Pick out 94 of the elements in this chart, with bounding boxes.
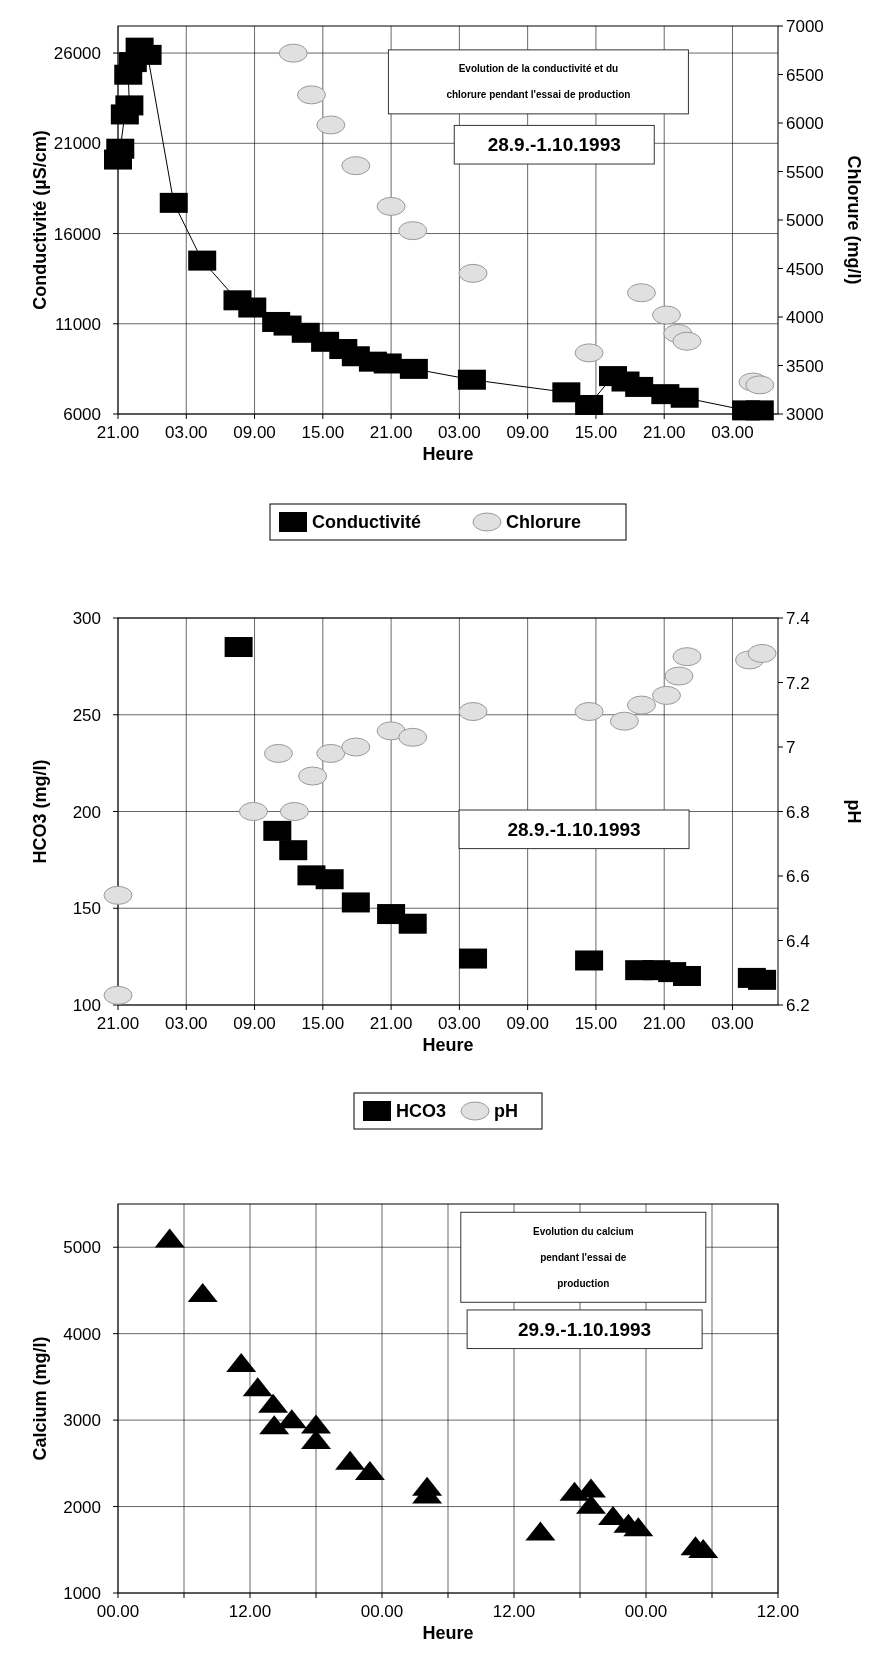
legend-label: HCO3 (396, 1101, 447, 1121)
x-tick-label: 15.00 (574, 423, 618, 442)
text: Evolution du calcium pendant l'essai de production (533, 1225, 634, 1289)
point (238, 297, 267, 318)
x-tick-label: 09.00 (506, 1014, 549, 1033)
y-tick-label: 200 (72, 802, 101, 822)
legend-label: pH (494, 1101, 518, 1121)
x-tick-label: 15.00 (301, 1014, 345, 1033)
x-tick-label: 09.00 (506, 423, 549, 442)
y2-tick-label: 6.2 (786, 996, 810, 1015)
y2-tick-label: 4000 (786, 308, 824, 327)
y-axis-title: Conductivité (µS/cm) (30, 130, 50, 310)
y2-tick-label: 3000 (786, 405, 824, 424)
x-tick-label: 03.00 (438, 423, 481, 442)
x-tick-label: 09.00 (233, 423, 276, 442)
point (159, 192, 188, 213)
y-tick-label: 26000 (53, 44, 101, 64)
x-tick-label: 21.00 (642, 1014, 686, 1033)
y2-tick-label: 3500 (786, 356, 824, 376)
y-tick-label: 16000 (53, 224, 101, 244)
y2-tick-label: 5000 (786, 211, 824, 230)
y2-tick-label: 6.8 (786, 802, 810, 822)
y-tick-label: 250 (72, 705, 101, 725)
x-tick-label: 09.00 (233, 1014, 276, 1033)
point (748, 969, 777, 990)
x-axis-title: Heure (422, 1623, 474, 1643)
point (575, 394, 604, 415)
y-tick-label: 2000 (63, 1497, 101, 1517)
y-tick-label: 1000 (63, 1584, 101, 1603)
x-tick-label: 03.00 (165, 423, 208, 442)
y2-tick-label: 6.6 (786, 867, 810, 886)
y-tick-label: 100 (72, 996, 101, 1015)
point (399, 358, 428, 379)
point (106, 138, 135, 159)
y-tick-label: 4000 (63, 1324, 101, 1344)
legend-label: Conductivité (312, 512, 422, 532)
y-tick-label: 3000 (63, 1411, 101, 1431)
x-tick-label: 15.00 (301, 423, 345, 442)
x-tick-label: 00.00 (96, 1602, 140, 1621)
y2-tick-label: 7.2 (786, 673, 810, 693)
y2-axis-title: pH (844, 799, 864, 824)
y2-tick-label: 6000 (786, 114, 824, 133)
point (672, 965, 701, 986)
x-tick-label: 03.00 (711, 423, 754, 442)
annotation: 28.9.-1.10.1993 (487, 134, 621, 156)
x-tick-label: 21.00 (96, 423, 140, 442)
x-tick-label: 21.00 (369, 423, 413, 442)
y-axis-title: HCO3 (mg/l) (30, 759, 50, 864)
point (552, 382, 581, 403)
y-tick-label: 300 (72, 609, 101, 628)
y2-tick-label: 5500 (786, 162, 824, 182)
y2-tick-label: 7.4 (786, 609, 810, 628)
x-axis-title: Heure (422, 444, 474, 464)
x-tick-label: 00.00 (624, 1602, 668, 1621)
point (279, 840, 308, 861)
y2-axis-title: Chlorure (mg/l) (844, 155, 864, 285)
text: Evolution de la conductivité et du chlorure pendant l'essai de production (446, 63, 631, 101)
x-tick-label: 03.00 (438, 1014, 481, 1033)
y-tick-label: 11000 (54, 314, 101, 334)
x-tick-label: 03.00 (165, 1014, 208, 1033)
y2-tick-label: 4500 (786, 259, 824, 279)
y2-tick-label: 7 (786, 738, 796, 757)
x-tick-label: 03.00 (711, 1014, 754, 1033)
y2-tick-label: 7000 (786, 17, 824, 36)
point (224, 637, 253, 658)
x-tick-label: 12.00 (492, 1602, 536, 1621)
y-tick-label: 150 (72, 899, 101, 919)
point (398, 913, 427, 934)
x-tick-label: 21.00 (96, 1014, 140, 1033)
y-tick-label: 5000 (63, 1238, 101, 1258)
x-tick-label: 21.00 (369, 1014, 413, 1033)
point (341, 892, 370, 913)
point (459, 948, 488, 969)
point (315, 869, 344, 890)
y2-tick-label: 6500 (786, 65, 824, 85)
y2-tick-label: 6.4 (786, 931, 810, 951)
point (670, 387, 699, 408)
x-tick-label: 21.00 (642, 423, 686, 442)
x-tick-label: 12.00 (228, 1602, 272, 1621)
y-axis-title: Calcium (mg/l) (30, 1336, 50, 1461)
point (263, 820, 292, 841)
x-axis-title: Heure (422, 1035, 474, 1055)
annotation: 29.9.-1.10.1993 (518, 1318, 652, 1340)
point (188, 250, 217, 271)
x-tick-label: 15.00 (574, 1014, 618, 1033)
y-tick-label: 6000 (63, 405, 101, 424)
annotation: 28.9.-1.10.1993 (507, 818, 641, 840)
point (575, 950, 604, 971)
x-tick-label: 00.00 (360, 1602, 404, 1621)
legend-label: Chlorure (506, 512, 582, 532)
point (457, 369, 486, 390)
x-tick-label: 12.00 (756, 1602, 800, 1621)
point (745, 400, 774, 421)
y-tick-label: 21000 (53, 134, 101, 154)
